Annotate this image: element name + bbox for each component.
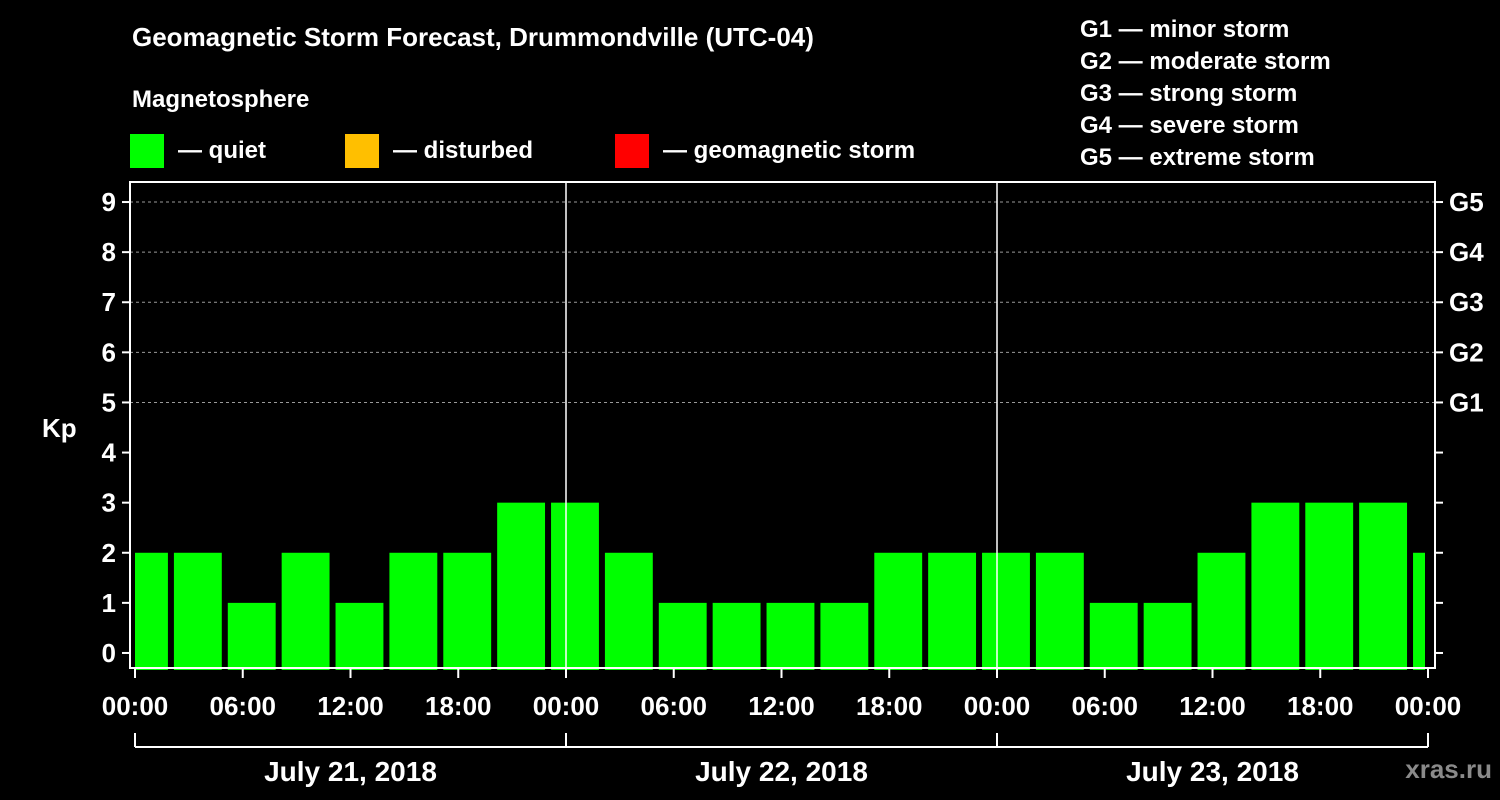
watermark: xras.ru	[1405, 754, 1492, 784]
kp-bar	[1089, 602, 1138, 670]
kp-bar	[497, 502, 546, 670]
x-tick-label: 00:00	[964, 691, 1031, 721]
legend-label-disturbed: — disturbed	[393, 137, 534, 164]
legend-label-quiet: — quiet	[178, 137, 266, 164]
x-tick-label: 06:00	[641, 691, 708, 721]
kp-bar	[1305, 502, 1354, 670]
kp-bar	[712, 602, 761, 670]
g-scale-legend: G1 — minor storm G2 — moderate storm G3 …	[1080, 14, 1331, 174]
x-tick-label: 06:00	[210, 691, 277, 721]
x-tick-label: 12:00	[317, 691, 384, 721]
x-tick-label: 18:00	[856, 691, 923, 721]
x-tick-label: 00:00	[533, 691, 600, 721]
y-tick-label: 9	[102, 187, 116, 217]
kp-bar	[551, 502, 599, 670]
kp-bar	[443, 552, 492, 670]
kp-bar	[658, 602, 707, 670]
kp-bar	[982, 552, 1030, 670]
legend-label-storm: — geomagnetic storm	[663, 137, 916, 164]
y-tick-label: 6	[102, 337, 116, 367]
kp-bar	[820, 602, 869, 670]
g-level-label: G2	[1449, 337, 1484, 367]
kp-bar	[1413, 552, 1425, 670]
y-tick-label: 7	[102, 287, 116, 317]
g-level-label: G4	[1449, 237, 1484, 267]
kp-bar	[281, 552, 330, 670]
x-tick-label: 00:00	[102, 691, 169, 721]
y-tick-label: 4	[102, 438, 117, 468]
g-level-label: G5	[1449, 187, 1484, 217]
kp-bar	[389, 552, 438, 670]
y-tick-label: 0	[102, 638, 116, 668]
x-tick-label: 06:00	[1072, 691, 1139, 721]
y-tick-label: 8	[102, 237, 116, 267]
kp-bar	[1197, 552, 1246, 670]
chart-title: Geomagnetic Storm Forecast, Drummondvill…	[132, 22, 814, 52]
kp-bar	[1143, 602, 1192, 670]
x-tick-label: 00:00	[1395, 691, 1462, 721]
kp-bar	[874, 552, 923, 670]
g-level-label: G1	[1449, 387, 1484, 417]
kp-bar	[604, 552, 653, 670]
kp-bar	[1359, 502, 1408, 670]
day-label: July 21, 2018	[264, 756, 437, 787]
g-level-label: G3	[1449, 287, 1484, 317]
y-tick-label: 5	[102, 387, 116, 417]
legend-swatch-storm	[615, 134, 649, 168]
legend-item-quiet: — quiet	[130, 134, 266, 168]
y-tick-label: 3	[102, 488, 116, 518]
g-scale-g1: G1 — minor storm	[1080, 16, 1290, 43]
legend-item-disturbed: — disturbed	[345, 134, 533, 168]
x-tick-label: 18:00	[1287, 691, 1354, 721]
x-tick-label: 12:00	[748, 691, 815, 721]
g-scale-g3: G3 — strong storm	[1080, 80, 1298, 107]
g-scale-g5: G5 — extreme storm	[1080, 144, 1315, 171]
x-tick-label: 12:00	[1179, 691, 1246, 721]
legend-swatch-quiet	[130, 134, 164, 168]
kp-bar	[1035, 552, 1084, 670]
g-scale-g4: G4 — severe storm	[1080, 112, 1299, 139]
y-tick-label: 2	[102, 538, 116, 568]
kp-bar	[227, 602, 276, 670]
g-scale-g2: G2 — moderate storm	[1080, 48, 1331, 75]
y-tick-label: 1	[102, 588, 116, 618]
y-axis-label: Kp	[42, 413, 77, 443]
legend-item-storm: — geomagnetic storm	[615, 134, 915, 168]
x-tick-label: 18:00	[425, 691, 492, 721]
kp-bar	[1251, 502, 1300, 670]
kp-bar	[928, 552, 977, 670]
kp-bar	[173, 552, 222, 670]
kp-bar	[766, 602, 815, 670]
kp-bar	[135, 552, 168, 670]
kp-bar	[335, 602, 384, 670]
chart-subtitle: Magnetosphere	[132, 86, 310, 113]
day-label: July 23, 2018	[1126, 756, 1299, 787]
day-label: July 22, 2018	[695, 756, 868, 787]
legend-swatch-disturbed	[345, 134, 379, 168]
